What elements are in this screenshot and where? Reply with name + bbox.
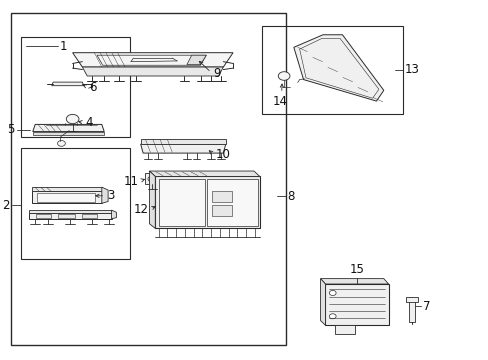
- Text: 5: 5: [7, 123, 15, 136]
- Polygon shape: [141, 139, 225, 144]
- Text: 15: 15: [349, 263, 364, 276]
- Bar: [212, 191, 231, 202]
- Polygon shape: [33, 132, 104, 135]
- Circle shape: [328, 314, 335, 319]
- Circle shape: [58, 140, 65, 146]
- Polygon shape: [82, 67, 223, 76]
- Bar: [58, 214, 75, 218]
- Bar: [212, 205, 231, 216]
- Text: 4: 4: [85, 116, 93, 129]
- Circle shape: [278, 72, 289, 80]
- Polygon shape: [141, 144, 225, 153]
- Text: 2: 2: [2, 199, 10, 212]
- Text: 1: 1: [60, 40, 67, 53]
- Polygon shape: [102, 187, 108, 203]
- Polygon shape: [320, 279, 325, 325]
- Bar: [144, 173, 159, 184]
- Text: 11: 11: [123, 175, 138, 188]
- Bar: [20, 37, 130, 137]
- Bar: [37, 193, 95, 202]
- Bar: [36, 214, 51, 218]
- Text: 3: 3: [107, 189, 114, 202]
- Bar: [155, 176, 259, 228]
- Text: 10: 10: [215, 148, 230, 161]
- Bar: [325, 284, 388, 325]
- Bar: [334, 325, 354, 334]
- Bar: [11, 13, 285, 345]
- Text: 8: 8: [287, 190, 294, 203]
- Polygon shape: [149, 171, 155, 228]
- Bar: [207, 179, 258, 226]
- Text: 9: 9: [213, 67, 220, 80]
- Text: 7: 7: [422, 300, 429, 313]
- Polygon shape: [293, 35, 383, 101]
- Polygon shape: [32, 192, 102, 203]
- Circle shape: [66, 114, 79, 124]
- Circle shape: [148, 176, 156, 182]
- Polygon shape: [32, 187, 102, 192]
- Polygon shape: [29, 213, 111, 219]
- Text: 6: 6: [89, 81, 97, 94]
- Text: 14: 14: [272, 95, 287, 108]
- Text: 13: 13: [404, 63, 419, 76]
- Bar: [82, 214, 97, 218]
- Polygon shape: [52, 82, 83, 86]
- Polygon shape: [73, 53, 233, 67]
- Bar: [20, 148, 130, 259]
- Polygon shape: [149, 171, 259, 176]
- Bar: [408, 300, 414, 321]
- Bar: [405, 297, 417, 302]
- Polygon shape: [320, 279, 388, 284]
- Bar: [262, 26, 403, 114]
- Text: 12: 12: [133, 203, 148, 216]
- Polygon shape: [186, 55, 206, 64]
- Polygon shape: [29, 210, 111, 213]
- Bar: [158, 179, 204, 226]
- Polygon shape: [33, 125, 104, 132]
- Polygon shape: [111, 210, 116, 219]
- Circle shape: [328, 291, 335, 296]
